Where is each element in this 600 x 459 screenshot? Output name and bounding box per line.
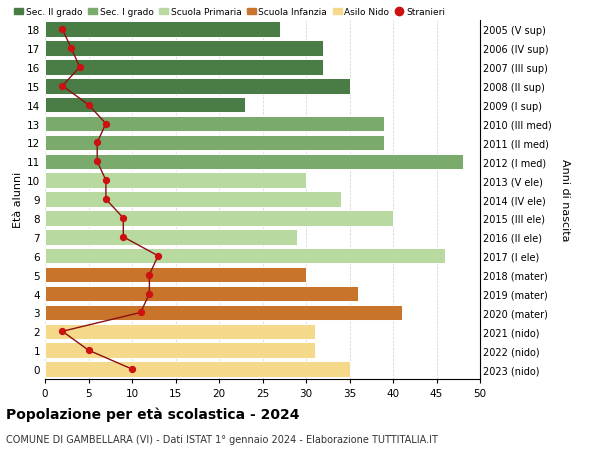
Bar <box>45 343 315 358</box>
Bar <box>45 305 402 320</box>
Bar <box>45 192 341 207</box>
Bar <box>45 22 280 38</box>
Bar <box>45 324 315 339</box>
Y-axis label: Età alunni: Età alunni <box>13 172 23 228</box>
Point <box>101 177 111 185</box>
Bar <box>45 173 306 189</box>
Bar <box>45 98 245 113</box>
Point <box>127 365 137 373</box>
Bar <box>45 154 463 170</box>
Point <box>119 234 128 241</box>
Point <box>92 158 102 166</box>
Bar <box>45 135 385 151</box>
Text: Popolazione per età scolastica - 2024: Popolazione per età scolastica - 2024 <box>6 406 299 421</box>
Bar <box>45 248 445 264</box>
Bar <box>45 211 393 226</box>
Bar <box>45 60 323 75</box>
Bar <box>45 267 306 283</box>
Point <box>58 83 67 90</box>
Bar <box>45 286 358 302</box>
Legend: Sec. II grado, Sec. I grado, Scuola Primaria, Scuola Infanzia, Asilo Nido, Stran: Sec. II grado, Sec. I grado, Scuola Prim… <box>11 5 449 21</box>
Bar <box>45 41 323 56</box>
Bar <box>45 362 350 377</box>
Bar <box>45 117 385 132</box>
Point <box>145 271 154 279</box>
Point <box>66 45 76 53</box>
Point <box>136 309 146 316</box>
Bar <box>45 79 350 95</box>
Point <box>58 328 67 335</box>
Point <box>154 252 163 260</box>
Y-axis label: Anni di nascita: Anni di nascita <box>560 158 570 241</box>
Point <box>119 215 128 222</box>
Point <box>58 27 67 34</box>
Point <box>101 121 111 128</box>
Point <box>75 64 85 72</box>
Bar <box>45 230 298 245</box>
Point <box>145 290 154 297</box>
Point <box>84 347 94 354</box>
Point <box>101 196 111 203</box>
Point <box>84 102 94 109</box>
Point <box>92 140 102 147</box>
Text: COMUNE DI GAMBELLARA (VI) - Dati ISTAT 1° gennaio 2024 - Elaborazione TUTTITALIA: COMUNE DI GAMBELLARA (VI) - Dati ISTAT 1… <box>6 434 438 444</box>
